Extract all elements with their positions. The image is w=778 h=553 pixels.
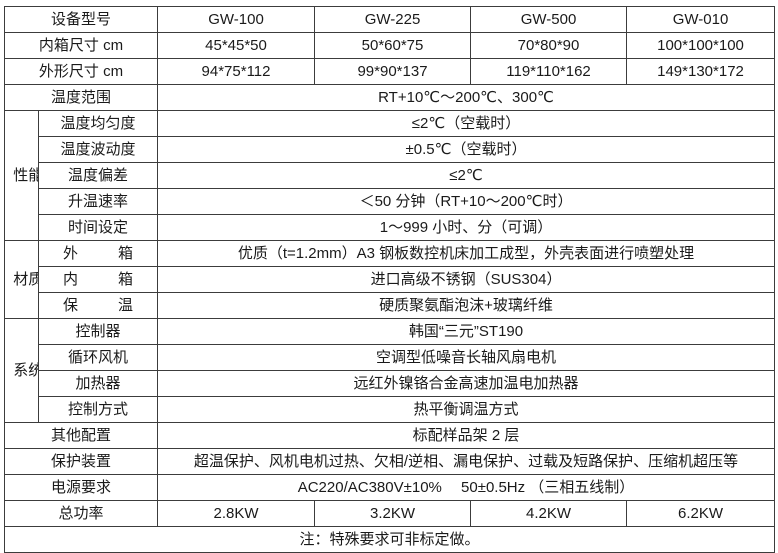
spec-label: 温度均匀度 [37,110,159,137]
outer-size-value: 94*75*112 [157,58,316,85]
spec-value: ±0.5℃（空载时） [157,136,776,163]
spec-label: 加热器 [37,370,159,397]
outer-size-row: 外形尺寸 cm 94*75*112 99*90*137 119*110*162 … [3,58,776,85]
inner-size-value: 45*45*50 [157,32,316,59]
note-row: 注：特殊要求可非标定做。 [3,526,776,553]
power-supply-value: AC220/AC380V±10% 50±0.5Hz （三相五线制） [157,474,776,501]
total-power-value: 2.8KW [157,500,316,527]
system-row: 系统 控制器 韩国“三元”ST190 [4,318,776,423]
spec-label: 外箱 [37,240,159,267]
model-header-row: 设备型号 GW-100 GW-225 GW-500 GW-010 [3,6,776,33]
temp-range-label: 温度范围 [3,84,159,111]
material-row: 保温 硬质聚氨酯泡沫+玻璃纤维 [5,292,776,319]
total-power-label: 总功率 [3,500,159,527]
protection-value: 超温保护、风机电机过热、欠相/逆相、漏电保护、过载及短路保护、压缩机超压等 [157,448,776,475]
inner-size-label: 内箱尺寸 cm [3,32,159,59]
power-supply-label: 电源要求 [3,474,159,501]
spec-label: 控制方式 [37,396,159,423]
outer-size-value: 149*130*172 [626,58,776,85]
performance-row: 温度波动度 ±0.5℃（空载时） [5,136,776,163]
spec-value: ≤2℃ [157,162,776,189]
inner-size-row: 内箱尺寸 cm 45*45*50 50*60*75 70*80*90 100*1… [3,32,776,59]
performance-row: 性能 温度均匀度 ≤2℃（空载时） [4,110,776,241]
model-row-label: 设备型号 [3,6,159,33]
total-power-value: 3.2KW [314,500,472,527]
group-label-text: 材质 [13,271,37,288]
group-label-performance: 性能 [4,110,39,241]
system-row: 控制方式 热平衡调温方式 [5,396,776,423]
performance-row: 温度偏差 ≤2℃ [5,162,776,189]
other-config-row: 其他配置 标配样品架 2 层 [3,422,776,449]
system-row: 循环风机 空调型低噪音长轴风扇电机 [5,344,776,371]
system-row: 加热器 远红外镍铬合金高速加温电加热器 [5,370,776,397]
outer-size-value: 99*90*137 [314,58,472,85]
spec-label: 循环风机 [37,344,159,371]
power-supply-row: 电源要求 AC220/AC380V±10% 50±0.5Hz （三相五线制） [3,474,776,501]
spec-value: 韩国“三元”ST190 [157,318,776,345]
protection-label: 保护装置 [3,448,159,475]
performance-row: 时间设定 1～999 小时、分（可调） [5,214,776,241]
spec-value: ≤2℃（空载时） [157,110,776,137]
note-text: 注：特殊要求可非标定做。 [3,526,776,553]
spec-value: 热平衡调温方式 [157,396,776,423]
group-label-material: 材质 [4,240,39,319]
temp-range-row: 温度范围 RT+10℃～200℃、300℃ [3,84,776,111]
group-label-text: 性能 [13,167,37,184]
total-power-row: 总功率 2.8KW 3.2KW 4.2KW 6.2KW [3,500,776,527]
spec-table: 设备型号 GW-100 GW-225 GW-500 GW-010 内箱尺寸 cm… [3,6,776,553]
spec-value: 1～999 小时、分（可调） [157,214,776,241]
model-name: GW-500 [470,6,628,33]
model-name: GW-010 [626,6,776,33]
spec-label: 时间设定 [37,214,159,241]
spec-label-text: 保温 [63,296,133,314]
spec-value: 远红外镍铬合金高速加温电加热器 [157,370,776,397]
protection-row: 保护装置 超温保护、风机电机过热、欠相/逆相、漏电保护、过载及短路保护、压缩机超… [3,448,776,475]
model-name: GW-225 [314,6,472,33]
total-power-value: 6.2KW [626,500,776,527]
inner-size-value: 50*60*75 [314,32,472,59]
material-row: 内箱 进口高级不锈钢（SUS304） [5,266,776,293]
group-label-text: 系统 [13,362,37,379]
inner-size-value: 100*100*100 [626,32,776,59]
total-power-value: 4.2KW [470,500,628,527]
spec-value: 硬质聚氨酯泡沫+玻璃纤维 [157,292,776,319]
spec-label: 控制器 [37,318,159,345]
spec-value: 优质（t=1.2mm）A3 钢板数控机床加工成型，外壳表面进行喷塑处理 [157,240,776,267]
spec-value: ＜50 分钟（RT+10～200℃时） [157,188,776,215]
spec-value: 空调型低噪音长轴风扇电机 [157,344,776,371]
spec-label-text: 外箱 [63,244,133,262]
model-name: GW-100 [157,6,316,33]
spec-value: 进口高级不锈钢（SUS304） [157,266,776,293]
spec-label-text: 内箱 [63,270,133,288]
outer-size-label: 外形尺寸 cm [3,58,159,85]
temp-range-value: RT+10℃～200℃、300℃ [157,84,776,111]
other-config-value: 标配样品架 2 层 [157,422,776,449]
outer-size-value: 119*110*162 [470,58,628,85]
spec-label: 温度波动度 [37,136,159,163]
inner-size-value: 70*80*90 [470,32,628,59]
spec-label: 保温 [37,292,159,319]
spec-label: 温度偏差 [37,162,159,189]
spec-label: 内箱 [37,266,159,293]
spec-label: 升温速率 [37,188,159,215]
performance-row: 升温速率 ＜50 分钟（RT+10～200℃时） [5,188,776,215]
other-config-label: 其他配置 [3,422,159,449]
material-row: 材质 外箱 优质（t=1.2mm）A3 钢板数控机床加工成型，外壳表面进行喷塑处… [4,240,776,319]
group-label-system: 系统 [4,318,39,423]
